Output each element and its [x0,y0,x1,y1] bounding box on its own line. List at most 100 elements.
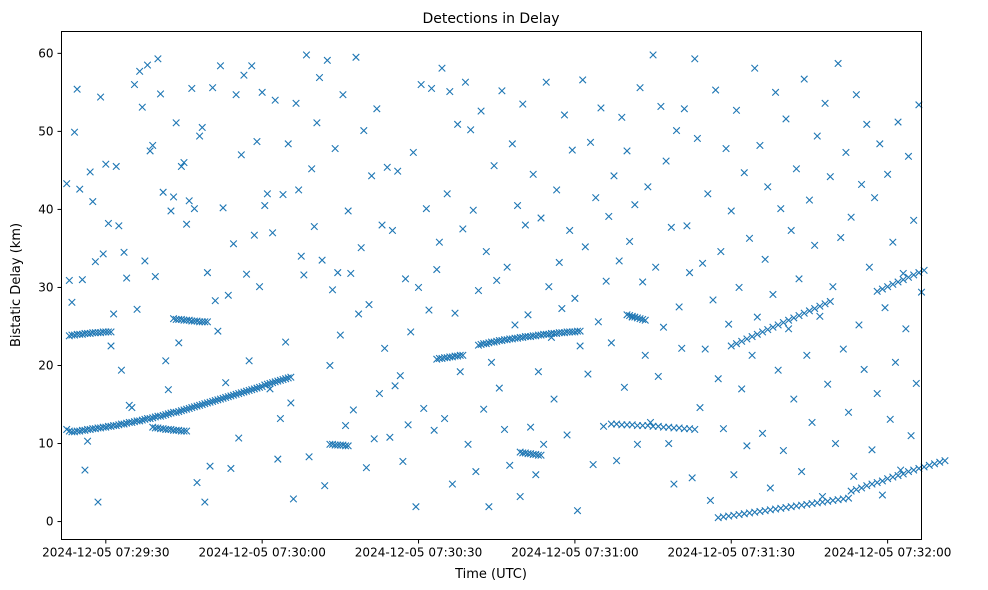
detection-point [737,385,746,393]
detection-point [180,158,188,167]
detection-point [774,321,782,329]
detection-point [597,104,605,112]
detection-point [151,272,160,281]
detection-point [662,157,670,165]
y-tick-label: 40 [38,202,53,216]
detection-point [857,484,866,492]
detection-point [203,268,212,277]
detection-point [571,294,579,303]
detection-point [245,357,253,365]
detection-point [208,397,217,406]
detection-point [539,440,548,448]
detection-point [401,275,410,283]
detection-point [883,474,892,483]
detection-point [633,440,642,448]
detection-point [399,457,407,466]
detection-point [268,229,277,237]
detection-point [279,375,287,384]
detection-point [261,201,269,210]
detection-point [633,421,642,430]
detection-point [375,389,384,398]
detection-point [784,325,793,333]
detection-point [550,395,558,403]
detection-point [568,146,576,154]
detection-point [334,268,342,277]
detection-point [495,384,504,392]
detection-point [349,406,358,414]
detection-point [253,384,261,392]
detection-point [128,403,136,412]
detection-point [714,375,722,383]
detection-point [190,204,199,213]
detection-point [751,64,759,72]
detection-point [709,296,717,304]
detection-point [936,458,944,466]
detection-point [341,421,350,430]
detection-point [584,370,592,378]
detection-point [91,329,100,337]
detection-point [169,193,178,201]
detection-point [594,318,603,326]
detection-point [422,204,431,213]
detection-point [461,78,470,86]
detection-point [688,474,696,482]
detection-point [169,426,178,434]
detection-point [177,427,186,435]
detection-point [631,201,639,209]
detection-point [297,252,305,260]
detection-point [589,460,597,469]
detection-point [159,188,167,196]
detection-point [287,399,295,407]
detection-point [868,446,876,454]
detection-point [300,271,308,279]
detection-point [216,395,225,403]
detection-point [482,247,490,256]
detection-point [469,206,477,214]
detection-point [764,325,772,334]
detection-point [373,105,381,113]
detection-point [73,85,81,93]
detection-point [779,318,788,327]
detection-point [235,434,243,442]
detection-point [675,303,683,311]
detection-point [508,140,517,148]
detection-point [545,282,553,291]
detection-point [651,263,660,271]
detection-point [76,185,84,193]
detection-point [542,78,550,86]
detection-point [112,421,120,430]
detection-point [94,498,102,506]
detection-point [365,300,373,309]
detection-point [894,118,902,126]
detection-point [164,410,173,418]
detection-point [654,372,662,381]
detection-point [623,311,631,319]
detection-point [78,275,87,284]
detection-point [206,462,214,470]
detection-point [852,485,861,494]
detection-point [352,53,360,61]
detection-point [685,268,694,277]
detection-point [628,313,636,321]
detection-point [599,422,608,431]
detection-point [362,464,371,472]
detection-point [563,431,571,439]
detection-point [649,51,657,59]
detection-point [565,328,574,336]
detection-point [112,162,120,171]
detection-point [219,204,227,212]
detection-point [104,219,113,228]
detection-point [331,144,339,153]
detection-point [271,378,279,386]
x-tick-label: 2024-12-05 07:29:30 [42,546,169,560]
plot-area-frame [61,31,922,540]
detection-point [456,351,464,360]
detection-point [414,283,423,292]
detection-point [829,282,837,291]
detection-point [670,480,678,488]
detection-point [99,328,107,336]
detection-point [115,222,123,230]
detection-point [159,411,167,420]
detection-point [873,287,881,296]
detection-point [727,207,735,215]
